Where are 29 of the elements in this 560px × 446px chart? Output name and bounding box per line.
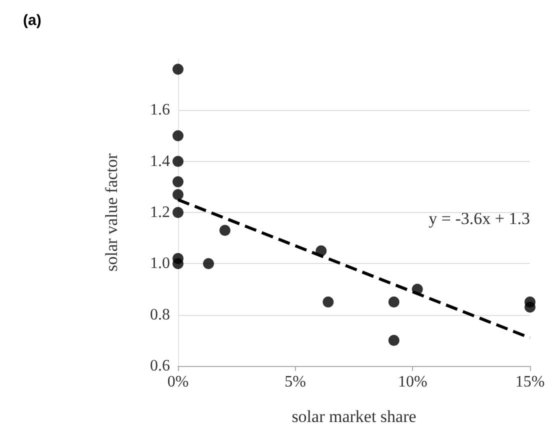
y-tick-label: 1.2 [150,204,170,221]
y-tick-label: 1.4 [150,152,170,170]
point [172,64,184,75]
point [388,296,400,308]
point [322,296,334,308]
point [172,258,184,270]
text: (a) [23,12,42,29]
point [172,207,184,218]
point [412,284,423,295]
x-axis-title: solar market share [292,407,416,426]
point [172,176,184,188]
y-tick-label: 0.8 [150,306,170,324]
point [316,245,327,256]
point [219,224,230,236]
x-tick-label: 0% [167,374,189,390]
y-tick-label: 1.0 [150,255,170,272]
x-tick-label: 10% [398,374,428,390]
point [172,130,184,142]
y-axis-title: solar value factor [102,153,121,272]
y-tick-label: 1.6 [150,102,170,119]
y-tick-label: 0.6 [150,358,170,374]
point [172,156,184,167]
point [388,334,400,346]
x-tick-label: 5% [284,374,306,390]
point [203,258,214,270]
point [524,302,536,313]
annotation: y = -3.6x + 1.3 [428,209,530,228]
x-tick-label: 15% [515,374,545,390]
point [172,189,184,200]
